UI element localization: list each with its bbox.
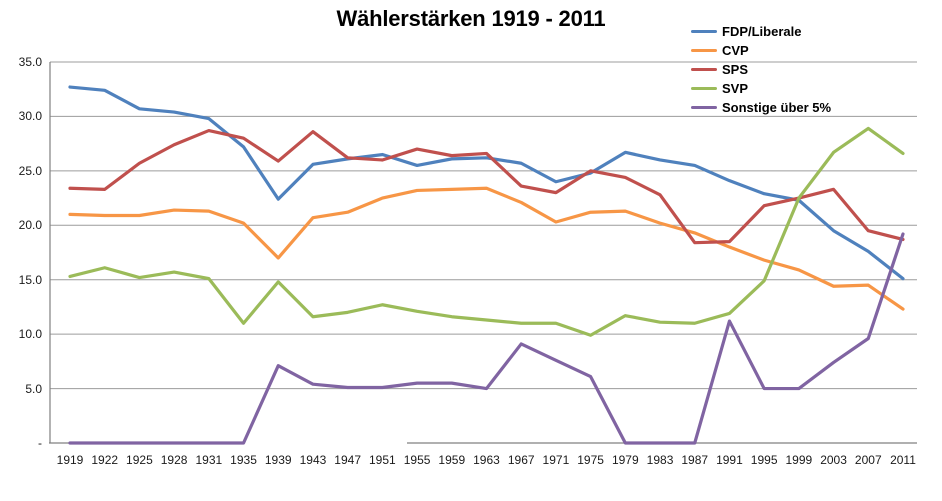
x-axis-tick-label: 1922 [91, 453, 119, 467]
x-axis-tick-label: 1947 [334, 453, 361, 467]
y-axis-tick-label: 10.0 [18, 327, 42, 342]
x-axis-tick-label: 1925 [126, 453, 153, 467]
x-axis-tick-label: 1928 [160, 453, 188, 467]
x-axis-tick-label: 1931 [195, 453, 223, 467]
legend: FDP/Liberale CVP SPS SVP Sonstige über 5% [691, 22, 831, 117]
x-axis-tick-label: 1987 [681, 453, 709, 467]
series-line-svp [68, 126, 905, 337]
x-axis-tick-label: 1959 [438, 453, 466, 467]
y-axis-tick-label: 15.0 [18, 272, 42, 287]
series-line-fdp-liberale [68, 85, 905, 281]
series-line-cvp [68, 186, 905, 311]
legend-item: SVP [691, 79, 831, 98]
x-axis-tick-label: 1975 [577, 453, 604, 467]
x-axis-tick-label: 1995 [750, 453, 778, 467]
y-axis-tick-label: 30.0 [18, 109, 42, 124]
x-axis-tick-label: 1971 [542, 453, 570, 467]
y-axis-tick-label: 20.0 [18, 218, 42, 233]
x-axis-tick-label: 1943 [299, 453, 327, 467]
y-axis-tick-label: - [38, 436, 42, 450]
x-axis-tick-label: 1983 [646, 453, 674, 467]
y-axis-tick-label: 25.0 [18, 163, 42, 178]
x-axis-tick-label: 2007 [854, 453, 882, 467]
y-axis-tick-label: 5.0 [25, 381, 42, 396]
x-axis-tick-label: 1935 [230, 453, 257, 467]
x-axis-tick-label: 2011 [890, 453, 916, 467]
series-line-sps [68, 128, 905, 245]
y-axis-tick-label: 35.0 [18, 55, 42, 69]
legend-label: CVP [722, 43, 749, 58]
legend-label: SVP [722, 81, 749, 96]
legend-item: CVP [691, 41, 831, 60]
x-axis-tick-label: 1967 [507, 453, 535, 467]
legend-item: Sonstige über 5% [691, 98, 831, 117]
x-axis-tick-label: 1979 [611, 453, 639, 467]
legend-line-swatch [691, 67, 717, 72]
x-axis-tick-label: 1955 [403, 453, 431, 467]
legend-label: SPS [722, 62, 749, 77]
legend-label: FDP/Liberale [722, 24, 802, 39]
legend-line-swatch [691, 29, 717, 34]
x-axis-tick-label: 1991 [716, 453, 743, 467]
legend-line-swatch [691, 86, 717, 91]
chart-title: Wählerstärken 1919 - 2011 [336, 6, 606, 31]
x-axis-tick-label: 1939 [264, 453, 292, 467]
legend-label: Sonstige über 5% [722, 100, 832, 115]
x-axis-tick-label: 1951 [369, 453, 396, 467]
legend-line-swatch [691, 105, 717, 110]
series-line-sonstige-ber-5- [68, 232, 905, 445]
x-axis-tick-label: 1999 [785, 453, 813, 467]
x-axis-tick-label: 2003 [820, 453, 847, 467]
legend-line-swatch [691, 48, 717, 53]
x-axis-tick-label: 1919 [56, 453, 84, 467]
legend-item: FDP/Liberale [691, 22, 831, 41]
x-axis-tick-label: 1963 [473, 453, 500, 467]
legend-item: SPS [691, 60, 831, 79]
